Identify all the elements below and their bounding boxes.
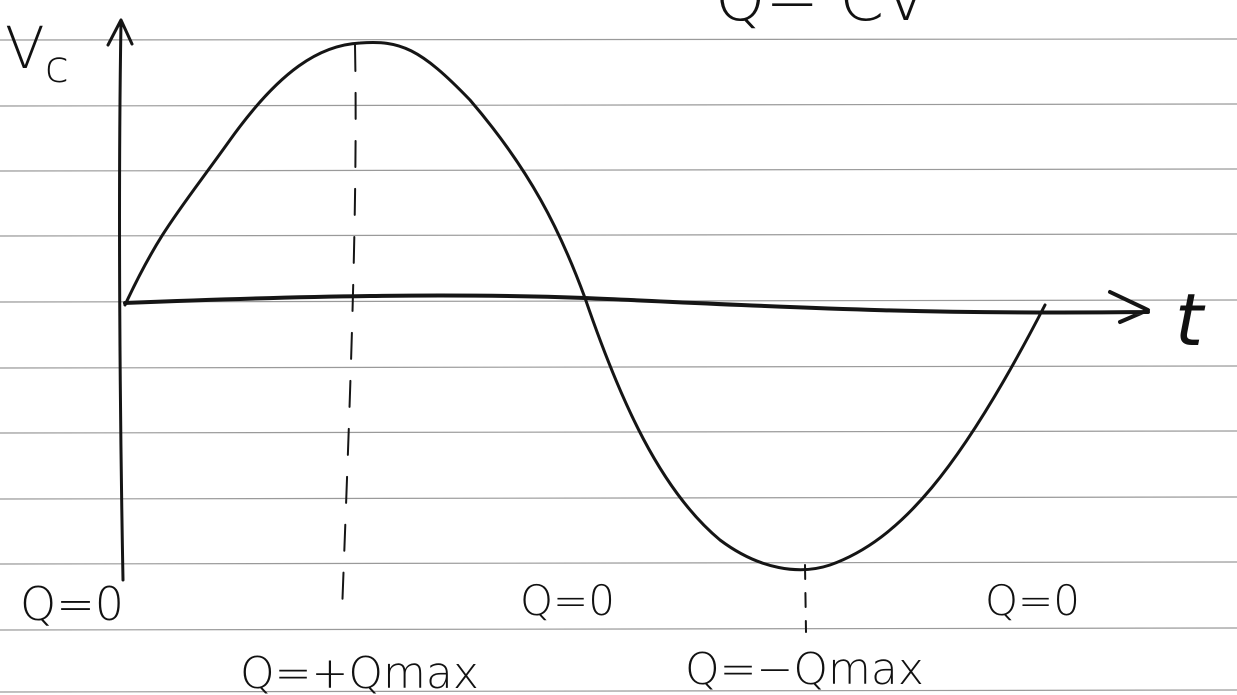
equation: Q= CV <box>715 0 928 36</box>
end-label: Q=0 <box>985 576 1080 625</box>
x-axis-label: t <box>1175 278 1206 362</box>
sketch: Q= CV Vc t Q=0 Q=0 Q=0 Q=+Qmax Q=−Qmax <box>0 0 1237 695</box>
trough-guide <box>805 565 806 632</box>
peak-label: Q=+Qmax <box>240 648 479 695</box>
start-label: Q=0 <box>20 577 124 631</box>
y-axis-label-main: V <box>5 14 45 82</box>
y-axis-label-subscript: c <box>45 42 69 93</box>
middle-label: Q=0 <box>520 576 615 625</box>
trough-label: Q=−Qmax <box>685 644 924 695</box>
